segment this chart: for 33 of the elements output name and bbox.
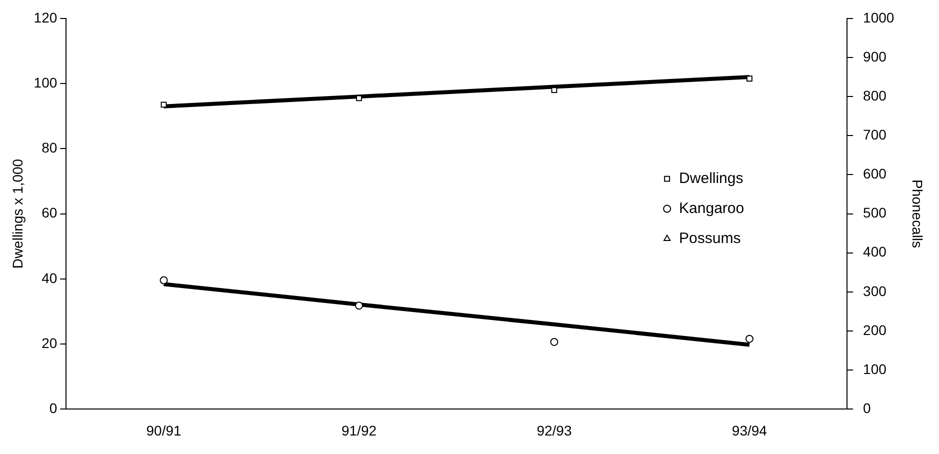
point bbox=[160, 102, 167, 108]
y-tick-label: 120 bbox=[34, 9, 58, 26]
x-tick-label: 90/91 bbox=[146, 422, 182, 438]
y2-tick-label: 700 bbox=[863, 126, 887, 142]
x-tick-label: 92/93 bbox=[536, 422, 572, 438]
point bbox=[160, 276, 168, 284]
y-axis-title: Dwellings x 1,000 bbox=[9, 158, 26, 269]
y2-tick-label: 0 bbox=[863, 400, 872, 416]
y2-tick-label: 800 bbox=[863, 87, 887, 104]
y2-axis-title: Phonecalls bbox=[910, 180, 926, 248]
y-tick-label: 60 bbox=[42, 204, 58, 221]
y-tick-label: 80 bbox=[42, 140, 58, 156]
legend-label: Dwellings bbox=[679, 170, 744, 187]
y2-tick-label: 900 bbox=[863, 48, 887, 64]
y-tick-label: 100 bbox=[34, 74, 58, 90]
point bbox=[746, 76, 752, 82]
y2-tick-label: 300 bbox=[863, 282, 887, 299]
y2-tick-label: 1000 bbox=[863, 9, 894, 26]
legend-label: Possums bbox=[679, 230, 741, 247]
y2-tick-label: 400 bbox=[863, 244, 887, 260]
y2-tick-label: 100 bbox=[863, 360, 887, 377]
point bbox=[354, 302, 363, 310]
y-tick-label: 40 bbox=[42, 270, 58, 286]
y-tick-label: 20 bbox=[42, 334, 58, 351]
y2-tick-label: 200 bbox=[863, 322, 887, 338]
legend-label: Kangaroo bbox=[679, 200, 744, 217]
point bbox=[745, 334, 754, 343]
y2-tick-label: 600 bbox=[863, 166, 887, 182]
x-tick-label: 91/92 bbox=[341, 422, 377, 438]
x-tick-label: 93/94 bbox=[732, 422, 768, 438]
y-tick-label: 0 bbox=[49, 400, 58, 416]
point bbox=[550, 338, 558, 346]
y2-tick-label: 500 bbox=[863, 204, 887, 221]
